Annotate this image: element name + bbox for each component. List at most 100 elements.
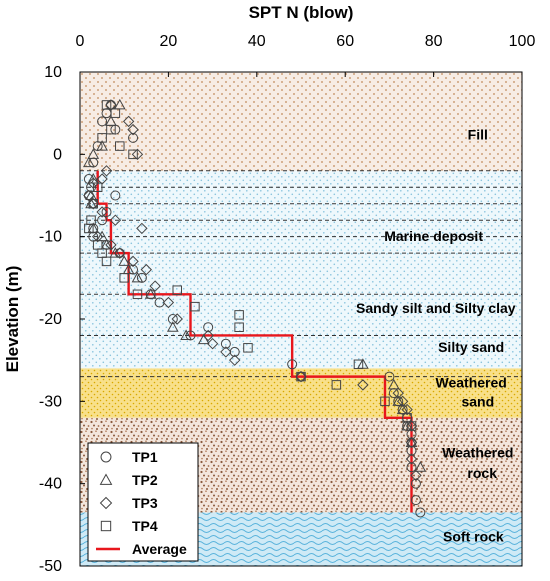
tp3-point [136, 222, 148, 235]
tp1-point [410, 495, 421, 506]
legend-label-tp3: TP3 [132, 495, 158, 511]
layer-marine-deposit [80, 170, 522, 254]
tp2-point [166, 321, 179, 332]
tp4-point [406, 421, 417, 431]
tp1-point [406, 462, 417, 473]
tp1-point [97, 116, 108, 127]
layer-label: Soft rock [443, 528, 504, 544]
layer-silty-sand [80, 335, 522, 369]
tp4-point [128, 149, 138, 160]
tp4-point [380, 396, 390, 407]
y-tick-label: -40 [39, 476, 62, 493]
tp3-point [405, 453, 418, 465]
y-tick-label: -50 [39, 558, 62, 575]
tp3-point [206, 337, 219, 350]
tp3-point [140, 263, 153, 276]
tp3-point [149, 280, 161, 292]
tp4-point [101, 256, 112, 267]
y-axis-title: Elevation (m) [3, 266, 22, 373]
tp1-point [287, 359, 298, 370]
tp3-point [401, 403, 413, 416]
tp4-point [97, 133, 107, 143]
y-tick-label: -20 [39, 311, 62, 328]
y-axis: 10 0 -10 -20 -30 -40 -50 [39, 64, 85, 575]
tp3-point [228, 354, 241, 366]
layer-label: Fill [468, 127, 488, 143]
tp3-point [392, 387, 404, 399]
tp1-point [384, 371, 395, 382]
tp1-point [410, 478, 421, 489]
tp4-point [106, 124, 116, 135]
y-tick-label: -10 [39, 229, 62, 246]
x-tick-label: 60 [336, 33, 354, 50]
tp2-point [405, 436, 418, 447]
y-tick-label: 10 [44, 64, 62, 81]
tp2-point [118, 255, 131, 266]
tp1-point [101, 206, 112, 217]
y-tick-label: -30 [39, 393, 62, 410]
legend-symbol-tp1 [100, 451, 112, 463]
tp3-point [295, 370, 307, 383]
tp1-point [167, 314, 178, 324]
layer-boundary-lines [80, 170, 522, 378]
layer-label: Silty sand [438, 339, 504, 355]
tp2-point [180, 329, 192, 340]
tp2-point [392, 395, 405, 406]
tp3-point [357, 379, 369, 391]
tp2-point [144, 288, 157, 299]
tp4-point [243, 343, 253, 353]
tp3-point [105, 239, 117, 251]
tp3-point [96, 206, 108, 218]
x-tick-label: 80 [425, 33, 443, 50]
tp3-point [162, 296, 175, 309]
tp1-point [220, 338, 231, 349]
tp3-point [127, 255, 139, 268]
tp2-point [387, 378, 400, 390]
tp4-point [132, 289, 143, 300]
tp2-point [96, 140, 108, 151]
tp1-point [110, 190, 121, 201]
layer-label: rock [467, 465, 497, 481]
tp2-point [87, 148, 100, 159]
tp3-point [91, 230, 104, 243]
tp1-point [415, 507, 426, 518]
legend-label-tp1: TP1 [132, 449, 158, 465]
tp2-point [131, 271, 144, 283]
layer-label: Sandy silt and Silty clay [356, 300, 516, 316]
tp4-point [84, 223, 94, 234]
legend-box [87, 442, 199, 562]
legend-label-tp4: TP4 [132, 518, 158, 534]
tp3-point [100, 165, 113, 177]
tp3-point [122, 115, 135, 128]
tp3-point [131, 148, 144, 161]
tp2-point [414, 461, 427, 472]
tp4-point [234, 322, 244, 332]
legend-symbol-tp4 [100, 520, 112, 532]
tp1-point [203, 322, 214, 333]
tp3-point [220, 346, 232, 358]
tp4-point [88, 198, 99, 209]
legend-symbol-tp3 [99, 496, 113, 510]
tp3-point [396, 395, 409, 408]
tp3-point [109, 214, 122, 226]
tp3-point [405, 436, 418, 449]
layer-fill [80, 72, 522, 171]
layer-labels: Fill Marine deposit Sandy silt and Silty c… [356, 127, 516, 545]
legend-symbol-tp2 [99, 473, 113, 485]
layer-label: sand [461, 393, 494, 409]
tp3-point [202, 329, 214, 342]
tp4-point [115, 141, 125, 151]
tp1-point [128, 132, 139, 143]
tp3-point [87, 198, 99, 210]
tp3-point [114, 247, 126, 259]
tp4-point [101, 100, 112, 110]
layer-label: Weathered [436, 374, 507, 390]
tp1-point [97, 215, 108, 226]
tp4-point [296, 371, 306, 382]
tp3-point [171, 313, 183, 325]
tp4-point [172, 285, 182, 295]
legend-label-average: Average [132, 541, 187, 557]
x-axis-title: SPT N (blow) [249, 3, 354, 22]
tp3-point [405, 420, 418, 432]
